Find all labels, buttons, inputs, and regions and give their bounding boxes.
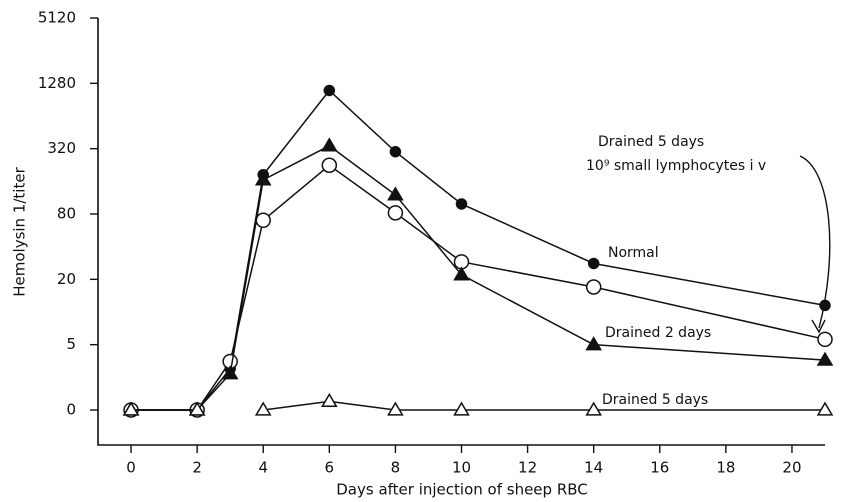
marker [585,401,602,416]
marker [387,401,404,416]
series-line [131,400,825,411]
marker [321,137,338,152]
marker [816,401,834,416]
x-tick-label: 20 [782,459,801,477]
marker [816,351,834,366]
marker [819,299,831,312]
marker [453,401,470,416]
annotation: Drained 5 days [602,392,708,408]
x-tick-label: 0 [126,459,136,477]
marker [587,257,600,270]
x-tick-label: 12 [518,459,537,477]
annotation: 10⁹ small lymphocytes i v [586,158,766,174]
marker [254,171,272,186]
marker [122,401,140,416]
marker [321,392,338,408]
x-tick-label: 2 [192,459,202,477]
marker [323,84,336,97]
y-tick-label: 0 [66,401,76,419]
x-axis-label: Days after injection of sheep RBC [336,481,588,499]
y-tick-label: 80 [57,205,76,223]
x-tick-label: 4 [258,459,268,477]
annotation: Normal [608,245,659,261]
marker [188,401,206,416]
marker [817,331,833,348]
marker [254,401,272,416]
x-tick-label: 14 [584,459,603,477]
marker [321,157,338,174]
y-tick-label: 5 [66,335,76,353]
x-tick-label: 8 [391,459,401,477]
marker [455,198,468,210]
arrow-head [811,319,826,334]
y-tick-label: 20 [57,270,76,288]
marker [389,145,402,158]
marker [585,279,602,295]
axes [97,18,825,446]
y-tick-label: 1280 [38,74,76,92]
marker [221,365,239,380]
series-line [131,164,826,411]
x-tick-label: 10 [452,459,471,477]
annotation: Drained 2 days [605,325,711,341]
marker [255,212,271,229]
y-tick-label: 5120 [38,9,76,27]
y-tick-label: 320 [47,139,76,157]
annotation: Drained 5 days [598,134,704,150]
x-tick-label: 18 [716,459,735,477]
marker [387,205,404,221]
x-tick-label: 16 [650,459,669,477]
marker [387,186,404,201]
y-axis-label: Hemolysin 1/titer [11,166,29,296]
x-tick-label: 6 [325,459,335,477]
marker [453,266,470,281]
marker [585,336,602,351]
